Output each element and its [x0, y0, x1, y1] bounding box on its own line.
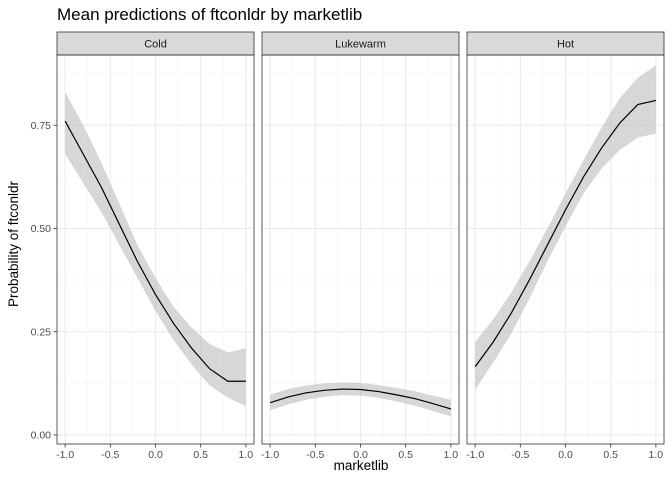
mean-prediction-line [64, 120, 246, 382]
facet-strip-label: Cold [144, 39, 167, 51]
x-tick-label: -1.0 [466, 449, 484, 461]
x-tick-label: 1.0 [649, 449, 664, 461]
y-axis-title: Probability of ftconldr [6, 180, 21, 307]
x-tick-label: 0.5 [603, 449, 618, 461]
confidence-ribbon [475, 65, 656, 390]
x-tick-label: -1.0 [56, 449, 74, 461]
facet-panel-hot: Hot -1.0 -0.5 0.0 0.5 1.0 [466, 31, 665, 461]
x-tick-label: -0.5 [511, 449, 529, 461]
facet-panel-cold: Cold -1.0 -0.5 0.0 0.5 1.0 0.00 0.25 0.50 0.75 [31, 31, 255, 461]
facet-panels: Cold -1.0 -0.5 0.0 0.5 1.0 0.00 0.25 0.50 0.75 Luk… [31, 31, 665, 461]
y-tick-label: 0.00 [31, 430, 52, 442]
chart-title: Mean predictions of ftconldr by marketli… [57, 5, 362, 24]
x-axis-title: marketlib [334, 458, 389, 473]
x-tick-label: 0.0 [353, 449, 368, 461]
x-tick-label: -1.0 [261, 449, 279, 461]
mean-prediction-line [474, 99, 657, 368]
x-tick-label: 0.5 [398, 449, 413, 461]
x-tick-label: 0.0 [148, 449, 163, 461]
y-tick-label: 0.50 [31, 223, 52, 235]
facet-strip-label: Hot [557, 39, 574, 51]
x-tick-label: 0.0 [558, 449, 573, 461]
mean-prediction-line [269, 388, 452, 410]
y-tick-label: 0.75 [31, 120, 52, 132]
confidence-ribbon [270, 382, 451, 417]
x-tick-label: -0.5 [101, 449, 119, 461]
facet-panel-lukewarm: Lukewarm -1.0 -0.5 0.0 0.5 1.0 [261, 31, 460, 461]
x-tick-label: 0.5 [193, 449, 208, 461]
y-tick-label: 0.25 [31, 326, 52, 338]
x-tick-label: 1.0 [239, 449, 254, 461]
facet-strip-label: Lukewarm [335, 39, 386, 51]
x-tick-label: 1.0 [444, 449, 459, 461]
confidence-ribbon [65, 92, 246, 407]
x-tick-label: -0.5 [306, 449, 324, 461]
